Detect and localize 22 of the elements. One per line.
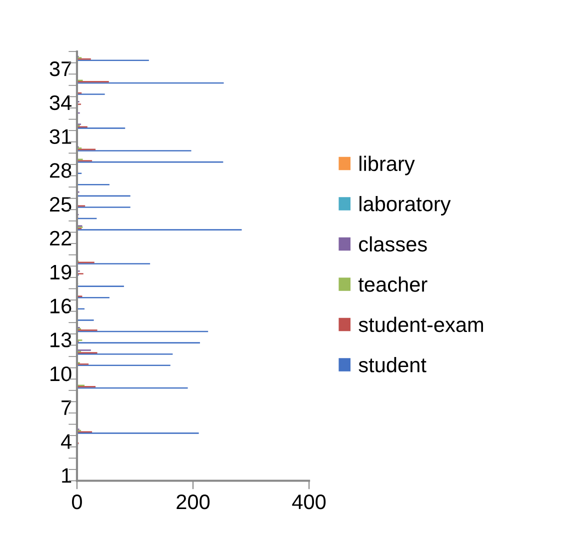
y-tick-label: 25 — [50, 196, 72, 212]
x-tick-label: 400 — [292, 494, 326, 510]
y-tick-label: 28 — [50, 163, 72, 178]
legend-label: library — [360, 156, 415, 176]
y-tick-label: 34 — [50, 95, 72, 110]
y-tick-label: 7 — [62, 400, 72, 415]
x-tick-label: 200 — [176, 494, 210, 510]
x-tick-label: 0 — [72, 494, 82, 510]
legend-label: student — [358, 357, 426, 372]
y-tick-label: 31 — [50, 129, 72, 144]
y-tick-label: 1 — [62, 468, 72, 483]
y-tick-label: 37 — [50, 61, 72, 76]
legend-label: classes — [359, 236, 427, 252]
y-tick-label: 10 — [50, 366, 72, 382]
y-tick-label: 13 — [50, 332, 72, 348]
legend-label: student-exam — [358, 316, 483, 332]
y-tick-label: 19 — [50, 264, 72, 280]
legend-label: laboratory — [360, 196, 451, 216]
y-tick-label: 16 — [50, 298, 72, 314]
y-tick-label: 22 — [50, 230, 72, 246]
legend-label: teacher — [358, 276, 428, 292]
y-tick-label: 4 — [61, 434, 72, 449]
